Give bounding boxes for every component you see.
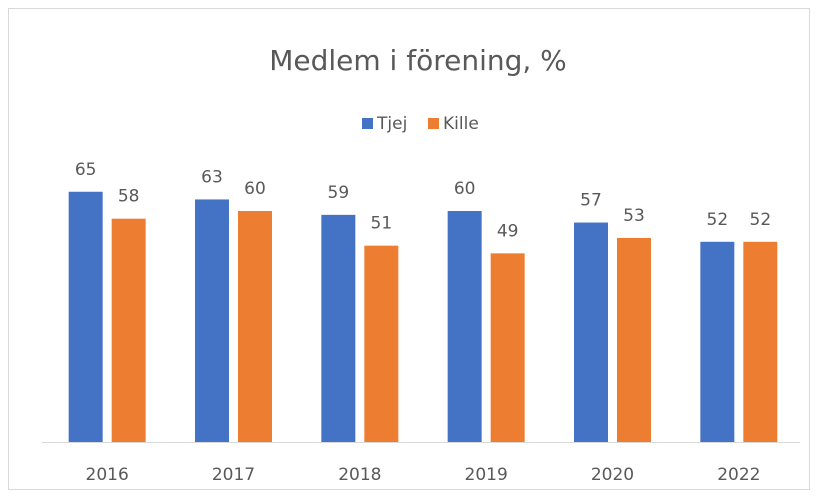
data-label: 52 <box>707 210 729 230</box>
bar <box>238 211 272 442</box>
legend-swatch <box>362 118 373 129</box>
bar <box>743 241 778 442</box>
x-tick-label: 2020 <box>591 465 634 485</box>
x-tick-label: 2017 <box>212 465 255 485</box>
legend-swatch <box>428 118 439 129</box>
data-label: 52 <box>750 210 772 230</box>
bar <box>574 222 608 442</box>
bar <box>321 214 356 442</box>
data-label: 60 <box>244 179 266 199</box>
bar <box>364 245 399 442</box>
bar <box>111 218 146 442</box>
x-tick-label: 2018 <box>338 465 381 485</box>
data-label: 65 <box>75 160 97 180</box>
data-label: 57 <box>580 191 602 211</box>
data-label: 59 <box>328 183 350 203</box>
bar <box>195 199 229 442</box>
legend-label: Kille <box>443 114 479 134</box>
x-tick-label: 2019 <box>465 465 508 485</box>
data-label: 53 <box>623 206 645 226</box>
bar <box>700 241 735 442</box>
chart-title: Medlem i förening, % <box>269 44 567 77</box>
bar <box>617 237 651 442</box>
data-label: 63 <box>201 167 223 187</box>
bar <box>68 191 103 442</box>
data-label: 49 <box>497 221 519 241</box>
data-label: 58 <box>118 187 140 207</box>
data-label: 51 <box>371 214 393 234</box>
data-label: 60 <box>454 179 476 199</box>
x-tick-label: 2022 <box>717 465 760 485</box>
legend-label: Tjej <box>376 114 407 134</box>
bar <box>490 253 525 442</box>
bar <box>447 211 482 442</box>
x-tick-label: 2016 <box>86 465 129 485</box>
